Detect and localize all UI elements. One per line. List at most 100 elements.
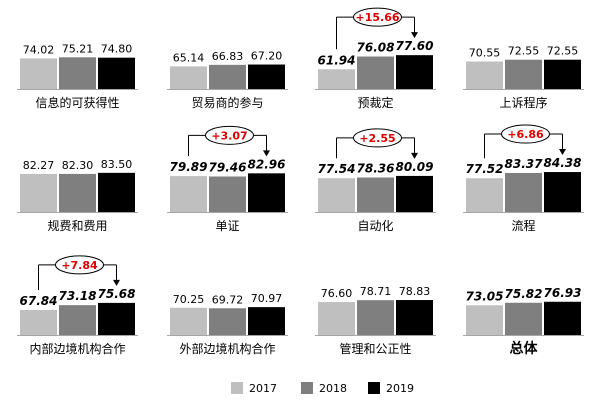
- bar-3-2018: [357, 56, 394, 89]
- delta-bubble-6: [205, 125, 254, 145]
- bar-6-2017: [170, 176, 207, 212]
- bar-5-2018: [59, 173, 96, 212]
- bar-11-2017: [318, 302, 355, 335]
- panel-label-12: 总体: [510, 340, 539, 357]
- bar-7-2017: [318, 178, 355, 212]
- value-label-12-2018: 75.82: [505, 287, 543, 301]
- bar-11-2018: [357, 300, 394, 335]
- value-label-3-2017: 61.94: [318, 53, 356, 67]
- value-label-6-2019: 82.96: [248, 157, 286, 171]
- value-label-11-2017: 76.60: [321, 287, 353, 300]
- value-label-11-2018: 78.71: [360, 285, 392, 298]
- delta-arrow-3: [411, 32, 418, 39]
- value-label-7-2019: 80.09: [396, 160, 434, 174]
- delta-bubble-3: [353, 7, 402, 27]
- delta-bubble-8: [501, 124, 550, 144]
- bar-10-2017: [170, 307, 207, 335]
- delta-arrow-9: [113, 279, 120, 286]
- legend-label-2017: 2017: [249, 382, 277, 395]
- bar-1-2017: [20, 58, 57, 89]
- bar-12-2018: [505, 302, 542, 335]
- value-label-7-2017: 77.54: [318, 162, 356, 176]
- value-label-3-2018: 76.08: [357, 41, 395, 55]
- value-label-12-2017: 73.05: [466, 289, 504, 303]
- delta-value-3: +15.66: [355, 11, 399, 24]
- bar-11-2019: [396, 300, 433, 335]
- bar-6-2019: [248, 173, 285, 212]
- panel-label-6: 单证: [215, 219, 239, 233]
- legend-label-2018: 2018: [319, 382, 347, 395]
- bar-8-2017: [466, 178, 503, 212]
- legend-label-2019: 2019: [386, 382, 414, 395]
- value-label-11-2019: 78.83: [399, 285, 431, 298]
- panel-label-11: 管理和公正性: [339, 341, 411, 356]
- value-label-8-2018: 83.37: [505, 157, 544, 171]
- bar-3-2019: [396, 55, 433, 89]
- value-label-9-2017: 67.84: [20, 294, 58, 308]
- bar-12-2019: [544, 301, 581, 335]
- panel-label-4: 上诉程序: [499, 95, 547, 110]
- value-label-2-2017: 65.14: [173, 51, 205, 64]
- value-label-3-2019: 77.60: [396, 39, 434, 53]
- panel-label-2: 贸易商的参与: [191, 95, 263, 110]
- value-label-4-2017: 70.55: [469, 47, 501, 60]
- value-label-9-2019: 75.68: [98, 287, 136, 301]
- panel-label-3: 预裁定: [357, 95, 393, 110]
- value-label-4-2019: 72.55: [547, 45, 579, 58]
- bar-4-2018: [505, 59, 542, 89]
- delta-arrow-7: [411, 152, 418, 159]
- value-label-7-2018: 78.36: [357, 161, 395, 175]
- bar-10-2018: [209, 308, 246, 335]
- panel-label-9: 内部边境机构合作: [29, 341, 125, 356]
- bar-5-2017: [20, 173, 57, 212]
- bar-6-2018: [209, 176, 246, 212]
- value-label-2-2018: 66.83: [212, 50, 244, 63]
- delta-arrow-6: [263, 150, 270, 157]
- legend-swatch-2019: [368, 382, 380, 394]
- delta-value-8: +6.86: [507, 128, 544, 141]
- bar-2-2018: [209, 64, 246, 89]
- value-label-8-2017: 77.52: [466, 162, 504, 176]
- legend-swatch-2018: [301, 382, 313, 394]
- delta-value-9: +7.84: [61, 259, 98, 272]
- bar-7-2018: [357, 177, 394, 212]
- bar-9-2018: [59, 305, 96, 335]
- bar-2-2019: [248, 64, 285, 89]
- value-label-1-2018: 75.21: [62, 42, 94, 55]
- value-label-5-2019: 83.50: [101, 158, 133, 171]
- value-label-2-2019: 67.20: [251, 50, 283, 63]
- value-label-1-2017: 74.02: [23, 43, 55, 56]
- value-label-9-2018: 73.18: [59, 289, 97, 303]
- bar-3-2017: [318, 69, 355, 89]
- value-label-4-2018: 72.55: [508, 45, 540, 58]
- value-label-6-2018: 79.46: [209, 160, 247, 174]
- panel-label-8: 流程: [511, 218, 535, 233]
- bar-8-2018: [505, 172, 542, 212]
- value-label-10-2017: 70.25: [173, 293, 205, 306]
- bar-8-2019: [544, 172, 581, 212]
- panel-label-1: 信息的可获得性: [35, 95, 119, 110]
- panel-label-7: 自动化: [357, 219, 393, 233]
- value-label-10-2018: 69.72: [212, 293, 244, 306]
- bar-9-2019: [98, 302, 135, 335]
- value-label-5-2018: 82.30: [62, 159, 94, 172]
- delta-bubble-7: [353, 128, 402, 148]
- value-label-8-2019: 84.38: [544, 156, 582, 170]
- legend-swatch-2017: [231, 382, 243, 394]
- bar-2-2017: [170, 66, 207, 89]
- bar-7-2019: [396, 175, 433, 212]
- bar-12-2017: [466, 305, 503, 335]
- value-label-6-2017: 79.89: [170, 160, 208, 174]
- bar-1-2019: [98, 57, 135, 89]
- panel-label-5: 规费和费用: [47, 218, 107, 233]
- delta-value-6: +3.07: [211, 129, 247, 142]
- delta-arrow-8: [559, 149, 566, 156]
- value-label-5-2017: 82.27: [23, 159, 55, 172]
- bar-1-2018: [59, 57, 96, 89]
- bar-10-2019: [248, 307, 285, 335]
- panel-label-10: 外部边境机构合作: [179, 341, 275, 356]
- delta-value-7: +2.55: [359, 132, 395, 145]
- bar-5-2019: [98, 172, 135, 212]
